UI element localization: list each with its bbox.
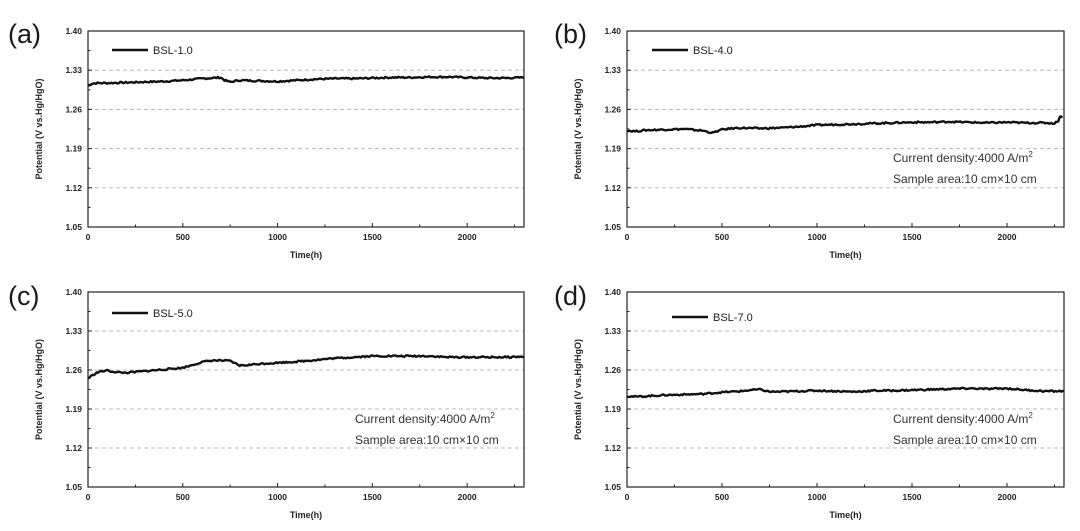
- y-axis-title: Potential (V vs.Hg/HgO): [34, 339, 44, 440]
- x-axis-title: Time(h): [829, 250, 861, 260]
- series-line-bsl-4.0: [626, 115, 1064, 135]
- x-tick-label: 0: [86, 492, 91, 502]
- y-tick-label: 1.26: [65, 104, 82, 114]
- panel-label: (a): [8, 19, 41, 49]
- x-tick-label: 1500: [903, 492, 922, 502]
- x-tick-label: 0: [86, 232, 91, 242]
- y-tick-label: 1.40: [604, 26, 621, 36]
- x-tick-label: 2000: [998, 232, 1017, 242]
- x-tick-label: 0: [625, 232, 630, 242]
- x-axis-title: Time(h): [290, 510, 322, 520]
- y-tick-label: 1.40: [65, 287, 82, 297]
- panel-d: (d) 1.05 1.12 1.19 1.26 1.33 1.40 0 500 1000 1500 2…: [554, 281, 1065, 520]
- series-line-bsl-5.0: [87, 354, 525, 380]
- panel-label: (c): [8, 281, 39, 311]
- x-tick-label: 1500: [903, 232, 922, 242]
- y-tick-label: 1.12: [65, 443, 82, 453]
- panel-a: (a) 1.05 1.12 1.19 1.26 1.33 1.40 0 500 1000 1500 2…: [8, 19, 525, 260]
- x-tick-label: 1000: [268, 232, 287, 242]
- unit-superscript: 2: [1028, 150, 1033, 159]
- y-tick-label: 1.19: [604, 404, 621, 414]
- current-density-annotation: Current density:4000 A/m2: [893, 150, 1033, 165]
- current-density-text: Current density:4000 A/m: [355, 412, 490, 426]
- y-tick-label: 1.05: [65, 482, 82, 492]
- panel-label: (b): [554, 19, 587, 49]
- sample-area-annotation: Sample area:10 cm×10 cm: [355, 433, 499, 447]
- y-tick-label: 1.33: [604, 326, 621, 336]
- y-tick-label: 1.12: [604, 443, 621, 453]
- y-tick-label: 1.19: [65, 144, 82, 154]
- legend-label: BSL-5.0: [153, 308, 193, 320]
- y-tick-label: 1.40: [604, 287, 621, 297]
- unit-superscript: 2: [490, 411, 495, 420]
- current-density-annotation: Current density:4000 A/m2: [893, 411, 1033, 426]
- y-tick-label: 1.40: [65, 26, 82, 36]
- current-density-annotation: Current density:4000 A/m2: [355, 411, 495, 426]
- y-tick-label: 1.12: [65, 183, 82, 193]
- y-axis-title: Potential (V vs.Hg/HgO): [34, 78, 44, 179]
- sample-area-annotation: Sample area:10 cm×10 cm: [893, 172, 1037, 186]
- panel-c: (c) 1.05 1.12 1.19 1.26 1.33 1.40 0 500 1000 1500 2…: [8, 281, 525, 520]
- y-tick-label: 1.05: [604, 222, 621, 232]
- y-axis-title: Potential (V vs.Hg/HgO): [573, 78, 583, 179]
- series-line-bsl-7.0: [626, 386, 1065, 399]
- y-tick-label: 1.19: [65, 404, 82, 414]
- x-tick-label: 1500: [363, 232, 382, 242]
- unit-superscript: 2: [1028, 411, 1033, 420]
- x-tick-label: 1000: [808, 232, 827, 242]
- series-line-bsl-1.0: [87, 75, 525, 87]
- legend-label: BSL-4.0: [693, 45, 733, 57]
- x-tick-label: 0: [625, 492, 630, 502]
- x-tick-label: 2000: [998, 492, 1017, 502]
- y-tick-label: 1.19: [604, 144, 621, 154]
- y-tick-label: 1.33: [65, 326, 82, 336]
- x-tick-label: 2000: [458, 492, 477, 502]
- y-tick-label: 1.26: [65, 365, 82, 375]
- x-tick-label: 1500: [363, 492, 382, 502]
- x-tick-label: 2000: [458, 232, 477, 242]
- y-tick-label: 1.05: [65, 222, 82, 232]
- legend-label: BSL-1.0: [153, 45, 193, 57]
- y-tick-label: 1.33: [65, 65, 82, 75]
- current-density-text: Current density:4000 A/m: [893, 151, 1028, 165]
- legend-label: BSL-7.0: [713, 312, 753, 324]
- y-tick-label: 1.26: [604, 365, 621, 375]
- y-tick-label: 1.26: [604, 104, 621, 114]
- plot-frame: [87, 30, 525, 228]
- x-tick-label: 1000: [268, 492, 287, 502]
- x-axis-title: Time(h): [829, 510, 861, 520]
- y-tick-label: 1.12: [604, 183, 621, 193]
- x-axis-title: Time(h): [290, 250, 322, 260]
- x-tick-label: 1000: [808, 492, 827, 502]
- x-tick-label: 500: [715, 232, 729, 242]
- y-tick-label: 1.33: [604, 65, 621, 75]
- x-tick-label: 500: [176, 492, 190, 502]
- plot-frame: [87, 291, 525, 488]
- panel-label: (d): [554, 281, 587, 311]
- y-tick-label: 1.05: [604, 482, 621, 492]
- x-tick-label: 500: [176, 232, 190, 242]
- x-tick-label: 500: [715, 492, 729, 502]
- current-density-text: Current density:4000 A/m: [893, 412, 1028, 426]
- panel-b: (b) 1.05 1.12 1.19 1.26 1.33 1.40 0 500 1000 1500 2…: [554, 19, 1065, 260]
- sample-area-annotation: Sample area:10 cm×10 cm: [893, 433, 1037, 447]
- y-axis-title: Potential (V vs.Hg/HgO): [573, 339, 583, 440]
